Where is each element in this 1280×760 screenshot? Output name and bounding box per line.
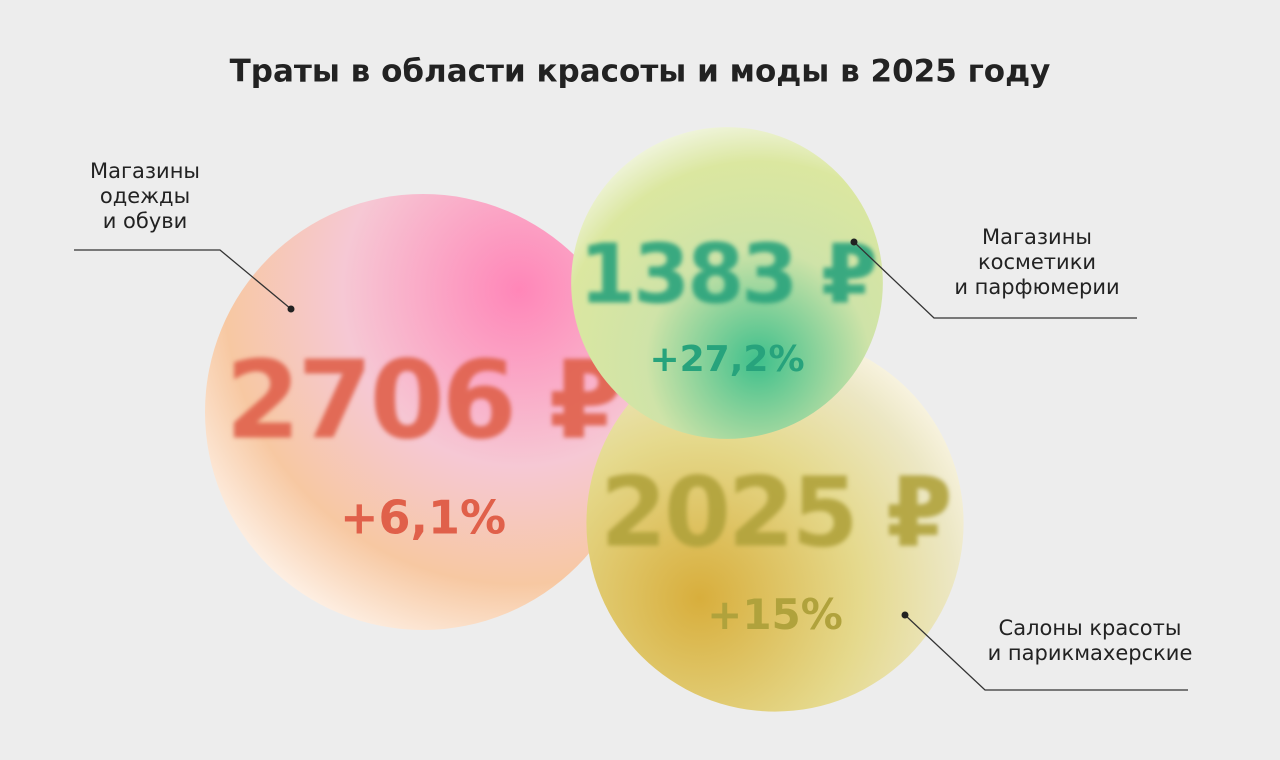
label-line: и парфюмерии: [954, 275, 1119, 299]
category-label: Салоны красоты и парикмахерские: [988, 616, 1193, 665]
label-line: одежды: [100, 184, 190, 208]
bubble: [571, 127, 883, 439]
bubble: [205, 194, 641, 630]
label-line: и обуви: [103, 209, 188, 233]
label-line: и парикмахерские: [988, 641, 1193, 665]
bubble-value: 1383 ₽: [579, 227, 875, 322]
category-label: Магазины одежды и обуви: [90, 159, 200, 233]
label-line: Магазины: [982, 225, 1092, 249]
chart-title: Траты в области красоты и моды в 2025 го…: [230, 54, 1051, 90]
bubble-change: +15%: [707, 590, 843, 639]
label-line: косметики: [978, 250, 1096, 274]
leader-dot: [287, 305, 295, 313]
label-line: Магазины: [90, 159, 200, 183]
leader-dot: [850, 238, 858, 246]
bubble-value: 2025 ₽: [600, 457, 949, 569]
bubble-change: +6,1%: [340, 491, 506, 545]
category-label: Магазины косметики и парфюмерии: [954, 225, 1119, 299]
bubble-value: 2706 ₽: [225, 338, 620, 463]
leader-line: [853, 241, 1137, 319]
leader-line: [74, 249, 292, 310]
label-line: Салоны красоты: [999, 616, 1182, 640]
leader-line: [904, 614, 1188, 691]
bubble-change: +27,2%: [649, 339, 804, 380]
leader-dot: [901, 611, 909, 619]
